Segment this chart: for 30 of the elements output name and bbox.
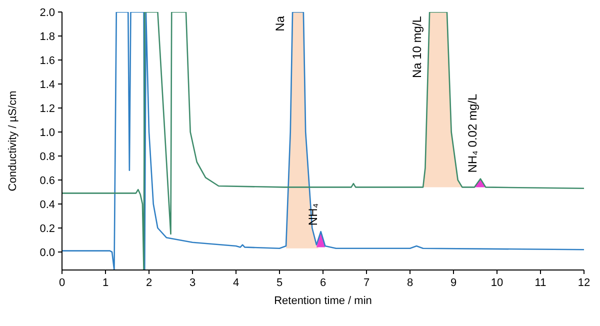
annotation: Na 10 mg/L: [410, 16, 424, 78]
y-tick-label: 0.4: [40, 199, 55, 211]
x-tick-label: 2: [146, 277, 152, 289]
x-tick-label: 4: [232, 277, 240, 289]
y-axis-title: Conductivity / µS/cm: [7, 90, 19, 192]
y-tick-label: 0.2: [40, 223, 55, 235]
y-tick-label: 1.2: [40, 103, 55, 115]
x-tick-label: 5: [276, 277, 283, 289]
annotation: NH₄ 0.02 mg/L: [465, 94, 480, 173]
x-tick-label: 12: [578, 277, 590, 289]
x-axis-title: Retention time / min: [274, 295, 372, 307]
y-tick-label: 1.6: [40, 55, 55, 67]
y-tick-label: 0.6: [40, 175, 55, 187]
y-tick-label: 1.0: [40, 127, 55, 139]
y-tick-label: 0.0: [40, 247, 55, 259]
x-tick-label: 7: [363, 277, 370, 289]
y-tick-label: 1.4: [40, 79, 55, 91]
x-tick-label: 11: [534, 277, 546, 289]
x-tick-label: 10: [490, 277, 504, 289]
y-tick-label: 0.8: [40, 151, 55, 163]
annotation: Na: [273, 16, 288, 32]
y-tick-label: 2.0: [40, 7, 55, 19]
y-tick-label: 1.8: [40, 31, 55, 43]
x-tick-label: 8: [406, 277, 414, 289]
x-tick-label: 1: [102, 277, 109, 289]
annotation: NH₄: [306, 203, 320, 226]
x-tick-label: 3: [189, 277, 196, 289]
x-tick-label: 9: [450, 277, 457, 289]
x-tick-label: 6: [320, 277, 326, 289]
x-tick-label: 0: [58, 277, 66, 289]
